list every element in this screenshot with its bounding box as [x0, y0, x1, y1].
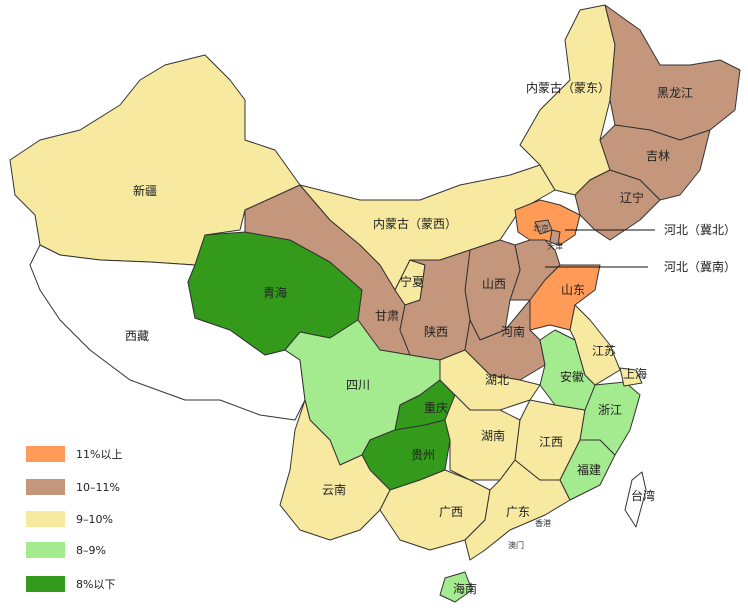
region-zhejiang[interactable] [579, 381, 641, 456]
region-heilongjiang[interactable] [604, 4, 741, 141]
legend: 11%以上 10–11% 9–10% 8–9% 8%以下 [26, 446, 122, 592]
legend-swatch-10-11 [26, 479, 65, 495]
legend-label: 9–10% [76, 513, 113, 526]
label-macau: 澳门 [508, 540, 524, 550]
region-hainan[interactable] [439, 571, 473, 603]
legend-label: 11%以上 [76, 448, 122, 461]
region-shanghai[interactable] [619, 367, 643, 387]
label-beijing: 北京 [533, 223, 549, 233]
legend-swatch-11plus [26, 446, 65, 462]
label-guizhou: 贵州 [411, 448, 435, 462]
region-jilin[interactable] [599, 124, 711, 201]
label-hubei: 湖北 [485, 372, 509, 387]
legend-swatch-8-9 [26, 542, 65, 558]
label-shanghai: 上海 [623, 366, 647, 381]
region-liaoning[interactable] [574, 169, 661, 241]
label-hebei-south: 河北（冀南） [664, 259, 736, 274]
region-tianjin[interactable] [549, 229, 561, 246]
label-neimeng-east: 内蒙古（蒙东） [526, 80, 610, 95]
label-anhui: 安徽 [560, 369, 584, 384]
label-jiangxi: 江西 [539, 435, 563, 449]
label-qinghai: 青海 [263, 285, 287, 300]
label-jiangsu: 江苏 [592, 344, 616, 358]
label-heilongjiang: 黑龙江 [657, 86, 693, 100]
label-xinjiang: 新疆 [133, 183, 157, 198]
label-henan: 河南 [501, 324, 525, 339]
label-liaoning: 辽宁 [620, 190, 644, 205]
label-sichuan: 四川 [346, 378, 370, 392]
label-fujian: 福建 [577, 462, 601, 477]
label-zhejiang: 浙江 [598, 403, 622, 417]
label-gansu: 甘肃 [375, 309, 399, 323]
label-jilin: 吉林 [646, 149, 670, 163]
legend-swatch-below-8 [26, 576, 65, 592]
label-neimeng-west: 内蒙古（蒙西） [373, 216, 457, 231]
label-guangdong: 广东 [506, 505, 530, 519]
label-ningxia: 宁夏 [400, 274, 424, 289]
label-guangxi: 广西 [439, 505, 463, 519]
label-hainan: 海南 [453, 581, 477, 596]
label-chongqing: 重庆 [424, 401, 448, 415]
label-shandong: 山东 [561, 283, 585, 297]
label-yunnan: 云南 [322, 482, 346, 497]
label-shaanxi: 陕西 [424, 324, 448, 339]
region-anhui[interactable] [539, 329, 596, 411]
label-hunan: 湖南 [481, 428, 505, 443]
label-hongkong: 香港 [535, 518, 551, 528]
label-hebei-north: 河北（冀北） [664, 223, 736, 237]
label-taiwan: 台湾 [631, 488, 655, 503]
legend-swatch-9-10 [26, 511, 65, 527]
label-tianjin: 天津 [547, 241, 563, 251]
legend-label: 8–9% [76, 544, 106, 557]
label-shanxi: 山西 [482, 277, 506, 291]
label-xizang: 西藏 [125, 329, 149, 343]
legend-label: 8%以下 [76, 578, 115, 591]
region-taiwan[interactable] [624, 471, 647, 528]
legend-label: 10–11% [76, 481, 120, 494]
